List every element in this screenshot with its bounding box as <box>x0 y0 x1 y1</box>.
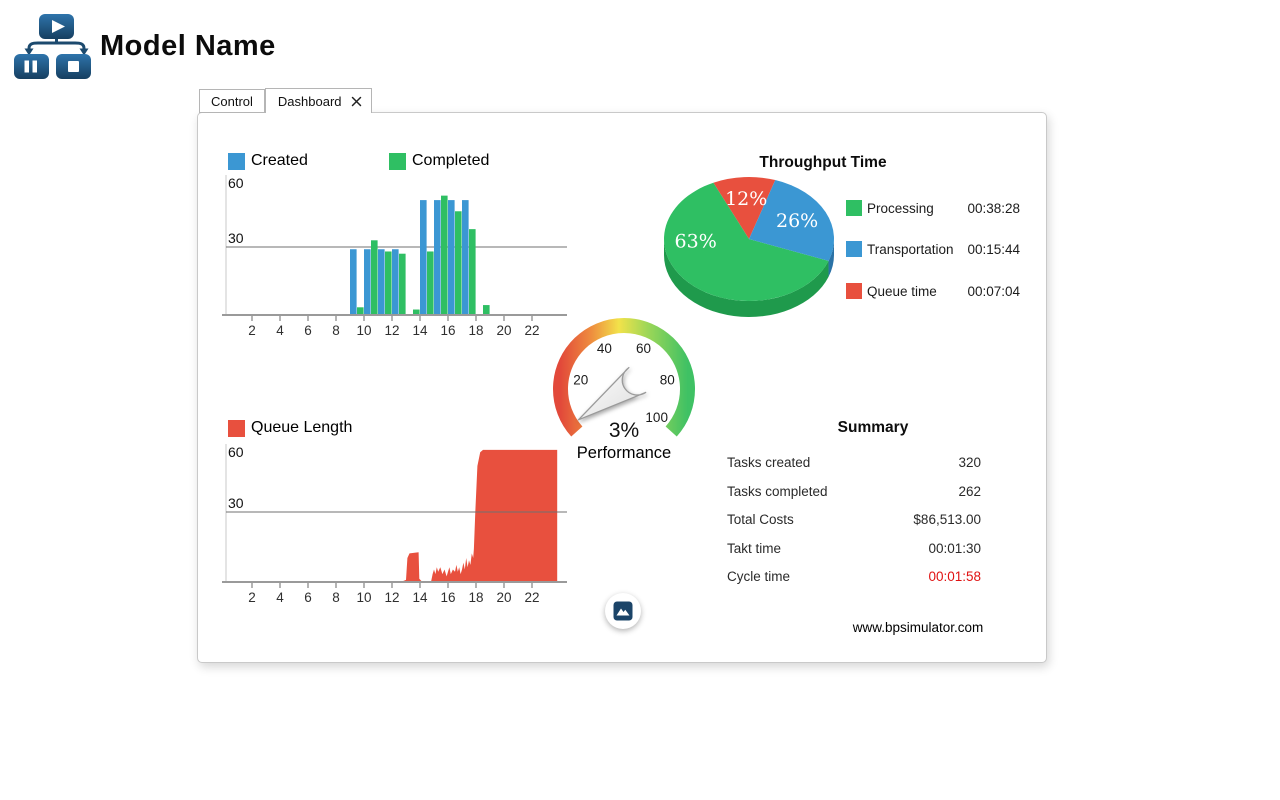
play-icon <box>39 14 74 39</box>
performance-gauge: 20 40 60 80 100 <box>553 318 695 437</box>
export-image-button[interactable] <box>605 593 641 629</box>
svg-text:100: 100 <box>645 410 668 425</box>
pie-legend-item: Queue time 00:07:04 <box>846 283 1020 299</box>
svg-text:20: 20 <box>496 590 511 605</box>
app-logo <box>14 14 91 79</box>
total-costs-label: Total Costs <box>727 512 794 527</box>
svg-text:30: 30 <box>228 230 244 246</box>
close-icon[interactable] <box>351 96 362 107</box>
pie-legend-item: Processing 00:38:28 <box>846 200 1020 216</box>
svg-text:6: 6 <box>304 323 312 338</box>
takt-time-label: Takt time <box>727 541 782 556</box>
svg-text:12%: 12% <box>725 188 767 210</box>
svg-text:63%: 63% <box>675 230 717 252</box>
bar-chart-legend-2: Completed <box>389 152 489 170</box>
svg-text:8: 8 <box>332 590 340 605</box>
queue-time-swatch <box>846 283 862 299</box>
svg-text:12: 12 <box>384 323 399 338</box>
svg-text:80: 80 <box>660 372 675 387</box>
tasks-completed-value: 262 <box>958 484 981 499</box>
page-title: Model Name <box>100 30 276 62</box>
summary-title: Summary <box>837 419 909 436</box>
summary-row: Cycle time 00:01:58 <box>727 569 981 584</box>
svg-text:2: 2 <box>248 323 256 338</box>
image-icon <box>613 601 633 621</box>
created-swatch <box>228 152 245 170</box>
takt-time-value: 00:01:30 <box>928 541 981 556</box>
svg-text:16: 16 <box>440 590 455 605</box>
summary-row: Takt time 00:01:30 <box>727 541 981 556</box>
svg-text:22: 22 <box>524 590 539 605</box>
total-costs-value: $86,513.00 <box>913 512 981 527</box>
svg-text:18: 18 <box>468 323 483 338</box>
svg-text:12: 12 <box>384 590 399 605</box>
summary-row: Tasks created 320 <box>727 455 981 470</box>
created-legend-label: Created <box>251 152 308 169</box>
completed-legend-label: Completed <box>412 152 490 169</box>
queue-legend-label: Queue Length <box>251 419 353 436</box>
svg-text:6: 6 <box>304 590 312 605</box>
svg-text:18: 18 <box>468 590 483 605</box>
svg-text:26%: 26% <box>776 210 818 232</box>
svg-text:8: 8 <box>332 323 340 338</box>
svg-text:4: 4 <box>276 323 284 338</box>
tab-dashboard-label: Dashboard <box>277 93 342 109</box>
svg-text:10: 10 <box>356 323 371 338</box>
cycle-time-value: 00:01:58 <box>928 569 981 584</box>
pie-legend-item: Transportation 00:15:44 <box>846 241 1020 257</box>
tab-control[interactable]: Control <box>199 89 265 113</box>
tasks-created-label: Tasks created <box>727 455 811 470</box>
queue-area-chart: 2 4 6 8 10 12 14 16 18 20 22 30 60 <box>222 444 567 605</box>
svg-text:2: 2 <box>248 590 256 605</box>
tasks-completed-label: Tasks completed <box>727 484 828 499</box>
website-label: www.bpsimulator.com <box>852 620 984 635</box>
svg-text:4: 4 <box>276 590 284 605</box>
svg-text:60: 60 <box>228 175 244 191</box>
pie-chart-title: Throughput Time <box>759 154 887 171</box>
stop-icon <box>56 54 91 79</box>
transportation-label: Transportation <box>867 241 954 257</box>
processing-label: Processing <box>867 200 934 216</box>
processing-swatch <box>846 200 862 216</box>
completed-swatch <box>389 152 406 170</box>
app-header: Model Name <box>0 0 1280 86</box>
pause-icon <box>14 54 49 79</box>
dashboard-panel: Created Completed 2 4 6 8 10 12 14 16 18 20 22 30 60… <box>197 112 1047 663</box>
queue-time-label: Queue time <box>867 283 937 299</box>
throughput-pie-chart: 63% 26% 12% <box>664 176 835 318</box>
svg-text:14: 14 <box>412 323 428 338</box>
processing-time: 00:38:28 <box>967 200 1020 216</box>
svg-text:20: 20 <box>496 323 511 338</box>
connector-arrows <box>24 38 89 56</box>
tabbar: Control Dashboard <box>199 88 372 113</box>
tasks-bar-chart: 2 4 6 8 10 12 14 16 18 20 22 30 60 <box>222 175 567 338</box>
queue-time-value: 00:07:04 <box>967 283 1020 299</box>
svg-text:14: 14 <box>412 590 428 605</box>
transportation-swatch <box>846 241 862 257</box>
summary-row: Tasks completed 262 <box>727 484 981 499</box>
svg-text:20: 20 <box>573 372 588 387</box>
bar-chart-legend: Created <box>228 152 308 170</box>
svg-text:40: 40 <box>597 341 612 356</box>
queue-chart-legend: Queue Length <box>228 419 352 437</box>
svg-text:60: 60 <box>636 341 651 356</box>
svg-text:60: 60 <box>228 444 244 460</box>
summary-row: Total Costs $86,513.00 <box>727 512 981 527</box>
gauge-value: 3% <box>608 419 640 442</box>
tab-dashboard[interactable]: Dashboard <box>264 88 372 113</box>
tasks-created-value: 320 <box>958 455 981 470</box>
svg-text:10: 10 <box>356 590 371 605</box>
cycle-time-label: Cycle time <box>727 569 791 584</box>
svg-text:22: 22 <box>524 323 539 338</box>
tab-control-label: Control <box>211 93 253 109</box>
transportation-time: 00:15:44 <box>967 241 1020 257</box>
queue-swatch <box>228 419 245 437</box>
svg-text:16: 16 <box>440 323 455 338</box>
svg-text:30: 30 <box>228 495 244 511</box>
gauge-label: Performance <box>576 444 672 462</box>
